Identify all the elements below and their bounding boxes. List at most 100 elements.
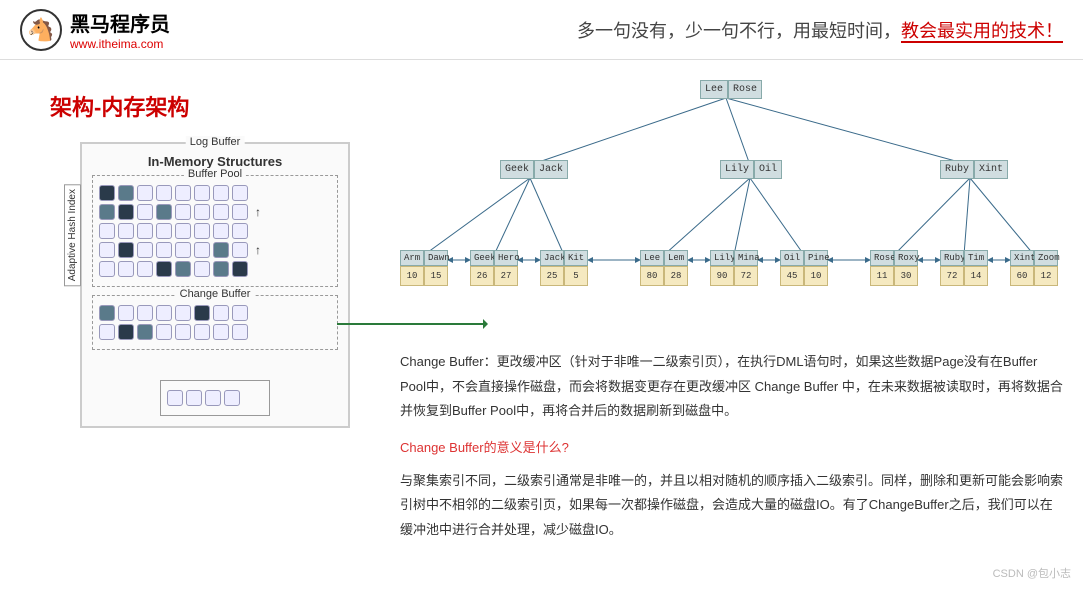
leaf-key: Jack: [540, 250, 564, 266]
page-cell: [137, 185, 153, 201]
logo-area: 🐴 黑马程序员 www.itheima.com: [20, 8, 170, 51]
leaf-key: Rose: [870, 250, 894, 266]
memory-title: In-Memory Structures: [92, 154, 338, 169]
leaf-value: 26: [470, 266, 494, 286]
page-cell: [175, 242, 191, 258]
leaf-value: 5: [564, 266, 588, 286]
leaf-value: 72: [734, 266, 758, 286]
leaf-value: 45: [780, 266, 804, 286]
logo-url: www.itheima.com: [70, 37, 170, 51]
page-cell: [232, 305, 248, 321]
page-cell: [175, 204, 191, 220]
page-cell: [213, 242, 229, 258]
page-cell: [99, 261, 115, 277]
leaf-key: Roxy: [894, 250, 918, 266]
page-cell: [137, 324, 153, 340]
tree-leaf: LeeLem8028: [640, 250, 688, 286]
tree-node: LilyOil: [720, 160, 782, 179]
tree-leaf: OilPine4510: [780, 250, 828, 286]
page-cell: [118, 223, 134, 239]
leaf-key: Tim: [964, 250, 988, 266]
leaf-key: Oil: [780, 250, 804, 266]
buffer-pool-box: Buffer Pool ↑↑: [92, 175, 338, 287]
tree-key: Ruby: [940, 160, 974, 179]
arrow-up-icon: ↑: [255, 205, 261, 219]
leaf-value: 14: [964, 266, 988, 286]
page-cell: [99, 305, 115, 321]
page-cell: [118, 305, 134, 321]
page-cell: [118, 185, 134, 201]
page-cell: [118, 261, 134, 277]
page-cell: [213, 185, 229, 201]
horse-icon: 🐴: [20, 9, 62, 51]
description: Change Buffer：更改缓冲区（针对于非唯一二级索引页），在执行DML语…: [400, 350, 1063, 543]
leaf-key: Xint: [1010, 250, 1034, 266]
page-cell: [167, 390, 183, 406]
page-cell: [194, 185, 210, 201]
page-cell: [156, 242, 172, 258]
leaf-value: 10: [804, 266, 828, 286]
page-cell: [194, 204, 210, 220]
leaf-key: Ruby: [940, 250, 964, 266]
right-panel: LeeRoseGeekJackLilyOilRubyXintArmDawn101…: [380, 80, 1063, 543]
page-cell: [137, 305, 153, 321]
tree-node: LeeRose: [700, 80, 762, 99]
change-buffer-label: Change Buffer: [176, 288, 255, 300]
page-cell: [232, 261, 248, 277]
page-cell: [213, 204, 229, 220]
tree-leaf: LilyMina9072: [710, 250, 758, 286]
leaf-value: 15: [424, 266, 448, 286]
leaf-value: 30: [894, 266, 918, 286]
page-cell: [137, 261, 153, 277]
page-cell: [213, 324, 229, 340]
leaf-value: 12: [1034, 266, 1058, 286]
page-cell: [118, 204, 134, 220]
page-cell: [194, 242, 210, 258]
btree-diagram: LeeRoseGeekJackLilyOilRubyXintArmDawn101…: [400, 80, 1063, 340]
leaf-value: 11: [870, 266, 894, 286]
page-cell: [156, 204, 172, 220]
page-cell: [137, 223, 153, 239]
page-cell: [156, 324, 172, 340]
desc-p2: 与聚集索引不同，二级索引通常是非唯一的，并且以相对随机的顺序插入二级索引。同样，…: [400, 469, 1063, 543]
leaf-key: Lem: [664, 250, 688, 266]
leaf-key: Kit: [564, 250, 588, 266]
change-buffer-box: Change Buffer: [92, 295, 338, 350]
logo-text: 黑马程序员 www.itheima.com: [70, 8, 170, 51]
page-cell: [156, 185, 172, 201]
page-cell: [99, 242, 115, 258]
buffer-pool-label: Buffer Pool: [184, 168, 246, 180]
page-cell: [232, 242, 248, 258]
tree-leaf: JackKit255: [540, 250, 588, 286]
adaptive-hash-index-label: Adaptive Hash Index: [64, 184, 81, 286]
page-cell: [232, 185, 248, 201]
page-cell: [186, 390, 202, 406]
page-cell: [156, 261, 172, 277]
page-cell: [118, 242, 134, 258]
watermark: CSDN @包小志: [993, 565, 1071, 581]
page-cell: [232, 324, 248, 340]
page-cell: [213, 223, 229, 239]
leaf-key: Arm: [400, 250, 424, 266]
leaf-value: 60: [1010, 266, 1034, 286]
tagline: 多一句没有，少一句不行，用最短时间，教会最实用的技术！: [170, 17, 1063, 43]
page-cell: [194, 223, 210, 239]
tree-key: Geek: [500, 160, 534, 179]
left-panel: 架构-内存架构 Adaptive Hash Index In-Memory St…: [20, 80, 380, 543]
tree-leaf: GeekHero2627: [470, 250, 518, 286]
page-cell: [99, 185, 115, 201]
desc-question: Change Buffer的意义是什么?: [400, 436, 1063, 461]
leaf-value: 27: [494, 266, 518, 286]
tree-node: GeekJack: [500, 160, 568, 179]
tagline-red: 教会最实用的技术！: [901, 21, 1063, 43]
arrow-up-icon: ↑: [255, 243, 261, 257]
tree-key: Oil: [754, 160, 782, 179]
page-cell: [205, 390, 221, 406]
leaf-value: 72: [940, 266, 964, 286]
tree-leaf: RubyTim7214: [940, 250, 988, 286]
page-cell: [194, 324, 210, 340]
page-cell: [232, 204, 248, 220]
page-cell: [175, 324, 191, 340]
leaf-value: 28: [664, 266, 688, 286]
leaf-value: 10: [400, 266, 424, 286]
